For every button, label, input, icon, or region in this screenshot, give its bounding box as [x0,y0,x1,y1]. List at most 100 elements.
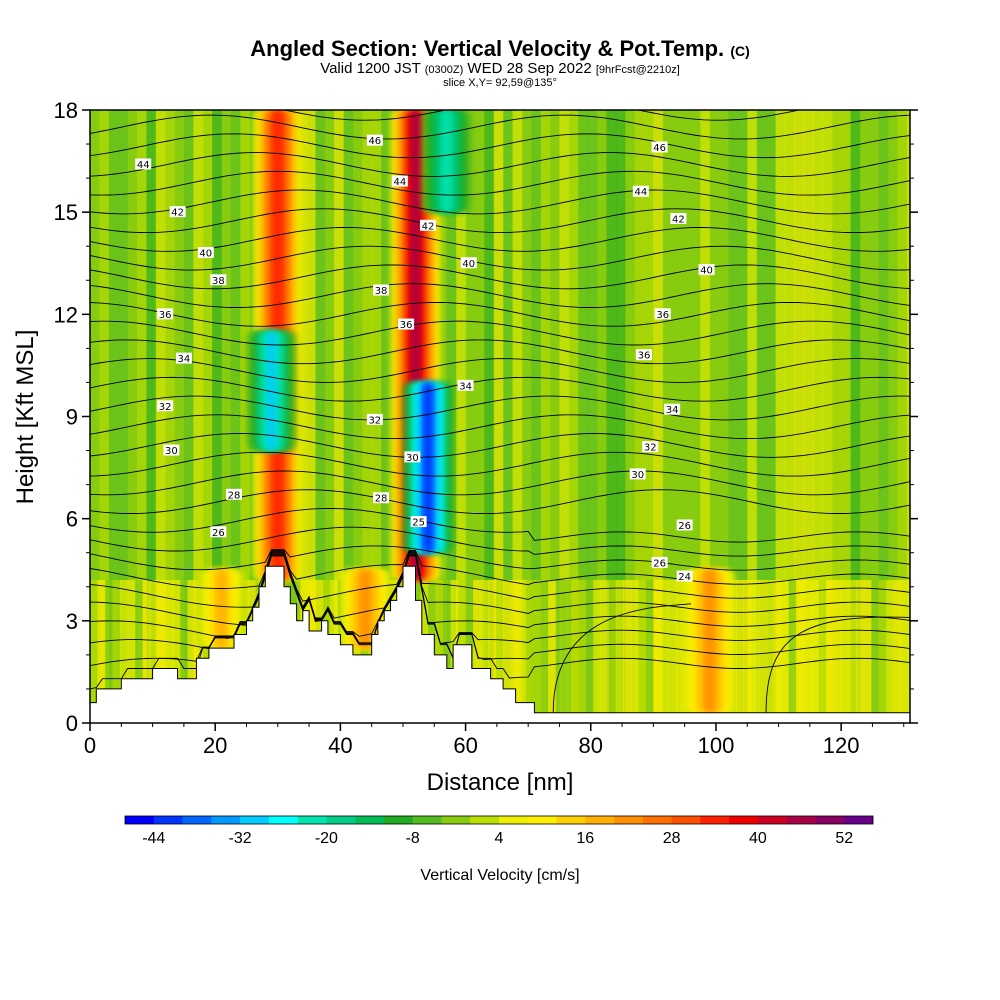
velocity-streak [587,110,598,723]
theta-label-text: 34 [666,405,679,416]
velocity-streak [709,110,720,723]
theta-label-bg [635,349,652,361]
low-level-streak [112,579,121,723]
theta-label: 36 [654,308,671,321]
low-level-streak [480,579,489,723]
theta-label-bg [420,219,437,231]
theta-label-text: 28 [375,494,388,505]
low-level-streak [548,579,557,723]
low-level-streak [735,579,745,723]
theta-label-text: 46 [653,143,666,154]
theta-label: 32 [366,413,383,426]
velocity-streak [540,110,551,723]
colorbar-swatch [729,816,759,824]
low-level-streak [443,579,452,723]
theta-label-text: 40 [462,259,475,270]
theta-label-bg [210,526,227,538]
theta-label: 28 [373,492,390,505]
colorbar-swatch [499,816,529,824]
theta-label: 30 [404,451,421,464]
low-level-streak [585,579,594,723]
velocity-streak [221,110,232,723]
theta-label: 42 [670,212,687,225]
terrain-mask [89,565,911,724]
velocity-streak [174,110,185,723]
low-level-streak [788,579,797,723]
low-level-streak [841,579,850,723]
velocity-streak [90,110,101,723]
theta-contour-line [90,114,910,140]
velocity-streak [230,110,241,723]
low-level-streak [833,579,842,723]
low-level-streak [886,579,895,723]
low-level-streak [90,579,99,723]
theta-contour-line [90,550,910,589]
theta-contour-line [90,470,910,496]
theta-label: 34 [664,403,681,416]
theta-label: 40 [460,257,477,270]
theta-contour-line [90,376,910,402]
theta-label: 42 [169,206,186,219]
velocity-streak [775,110,786,723]
velocity-plume [423,382,434,553]
low-level-streak [105,579,114,723]
velocity-streak [165,110,176,723]
low-level-streak [563,579,572,723]
velocity-streak [559,110,570,723]
velocity-plume [441,110,452,213]
low-level-streak [495,579,504,723]
low-level-streak [202,579,211,723]
theta-label-bg [651,141,668,153]
low-level-streak [570,579,579,723]
low-level-streak [826,579,835,723]
theta-contour-line [90,489,910,515]
theta-label: 44 [135,158,152,171]
theta-contour-line [90,320,910,346]
y-tick-label: 0 [66,711,78,736]
velocity-streak [334,110,345,723]
velocity-streak [690,110,701,723]
theta-label: 26 [676,519,693,532]
theta-contour-line [90,245,910,271]
velocity-streak [155,110,166,723]
velocity-streak [803,110,814,723]
theta-label: 42 [420,219,437,232]
velocity-streak [512,110,523,723]
theta-contour-line [90,152,910,177]
x-tick-label: 120 [823,733,860,758]
theta-label: 32 [642,441,659,454]
colorbar-swatch [441,816,471,824]
chart-valid-time: Valid 1200 JST (0300Z) WED 28 Sep 2022 [… [320,60,680,77]
theta-label-text: 24 [678,572,691,583]
theta-contour-line [90,189,910,215]
theta-label: 46 [651,141,668,154]
colorbar-swatch [297,816,327,824]
title-mark: (C) [730,43,750,59]
colorbar [124,815,874,825]
theta-label-bg [210,274,227,286]
low-level-streak [856,579,865,723]
low-level-streak [803,579,812,723]
velocity-streak [118,110,129,723]
x-tick-label: 20 [203,733,227,758]
theta-label-text: 25 [412,518,425,529]
velocity-plume [216,569,227,649]
theta-label: 36 [157,308,174,321]
low-level-streak [195,579,204,723]
theta-label-text: 42 [672,214,685,225]
x-axis-label: Distance [nm] [427,769,574,796]
theta-contour-line [90,283,910,308]
velocity-streak [700,110,711,723]
theta-label-text: 44 [137,160,150,171]
colorbar-swatch [844,816,874,824]
low-level-streak [473,579,482,723]
colorbar-swatch [125,816,155,824]
x-tick-label: 80 [579,733,603,758]
theta-label-text: 30 [406,453,419,464]
low-level-streak [165,579,174,723]
theta-label: 38 [210,274,227,287]
theta-label-bg [676,570,693,582]
low-level-streak [172,579,181,723]
velocity-streak [193,110,204,723]
